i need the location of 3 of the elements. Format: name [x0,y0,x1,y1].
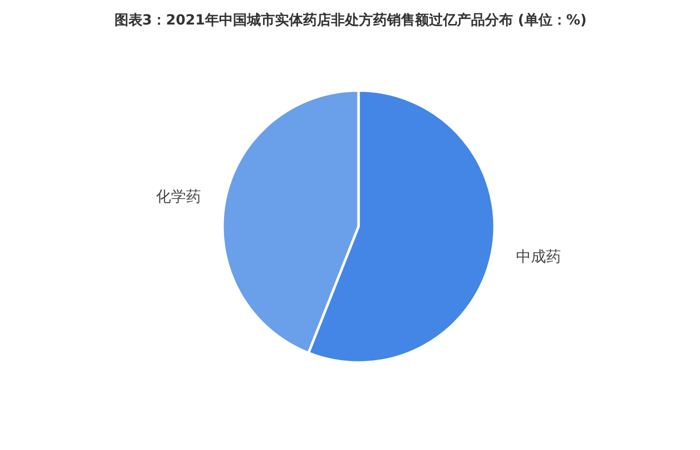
slice-label: 化学药 [156,187,201,206]
slice-label: 中成药 [516,248,562,266]
chart-title: 图表3：2021年中国城市实体药店非处方药销售额过亿产品分布 (单位：%) [114,12,587,28]
